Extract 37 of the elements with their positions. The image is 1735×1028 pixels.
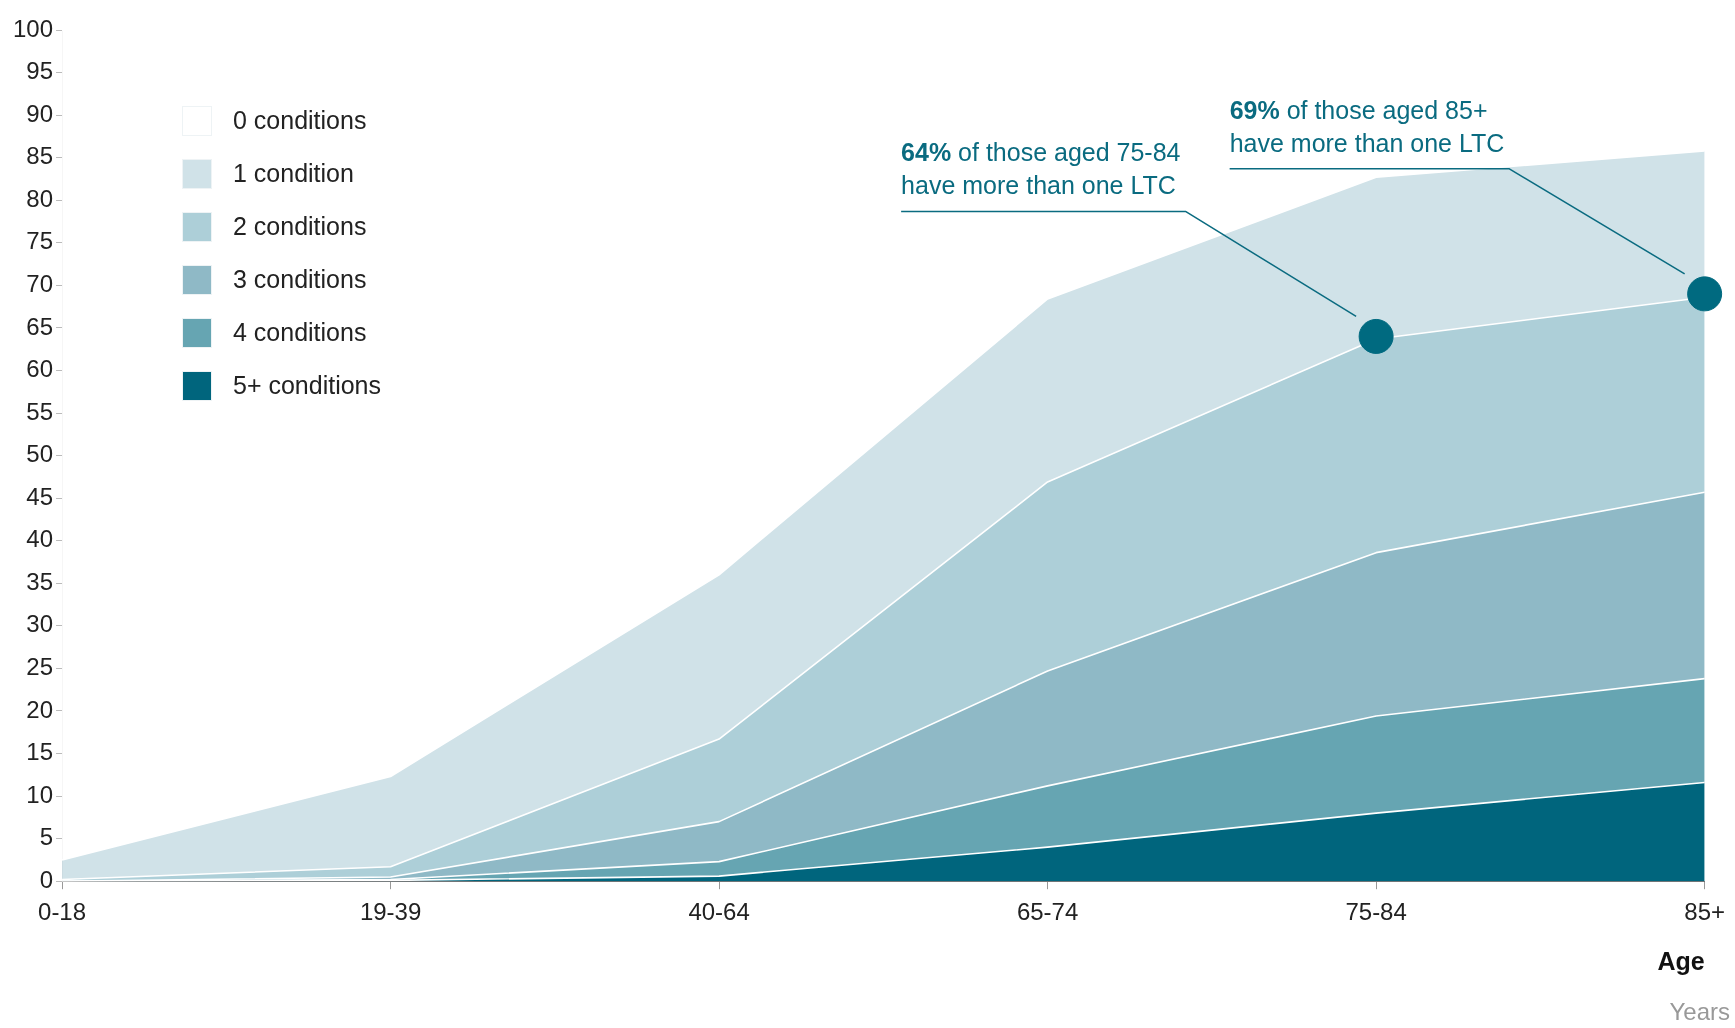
y-tick-label: 30 bbox=[26, 610, 54, 638]
y-tick-label: 80 bbox=[26, 184, 54, 212]
legend-label: 4 conditions bbox=[233, 318, 367, 347]
legend-label: 5+ conditions bbox=[233, 371, 382, 400]
x-tick-label: 75-84 bbox=[1345, 898, 1407, 926]
annotation: 64% of those aged 75-84 have more than one LTC bbox=[901, 138, 1181, 200]
x-axis-title: Age bbox=[1657, 946, 1705, 975]
y-tick-label: 40 bbox=[26, 525, 54, 553]
legend-label: 3 conditions bbox=[233, 265, 367, 294]
y-tick-label: 95 bbox=[26, 57, 54, 85]
y-tick-label: 10 bbox=[26, 780, 54, 808]
y-tick-label: 15 bbox=[26, 738, 54, 766]
series-label: 0 conditions bbox=[233, 106, 367, 135]
x-tick-label: 19-39 bbox=[359, 898, 422, 926]
x-tick-label: 85+ bbox=[1684, 898, 1725, 926]
y-tick-label: 100 bbox=[13, 14, 54, 42]
y-tick-label: 75 bbox=[26, 227, 54, 255]
y-tick-label: 50 bbox=[26, 440, 54, 468]
y-tick-label: 70 bbox=[26, 269, 54, 297]
text: Years bbox=[1669, 998, 1730, 1025]
legend-label: 2 conditions bbox=[233, 212, 367, 241]
legend-label: 1 condition bbox=[233, 159, 354, 188]
y-tick-label: 45 bbox=[26, 482, 54, 510]
x-tick-label: 0-18 bbox=[38, 898, 87, 926]
y-tick-label: 65 bbox=[26, 312, 54, 340]
y-tick-label: 55 bbox=[26, 397, 54, 425]
x-tick-label: 65-74 bbox=[1016, 898, 1079, 926]
y-tick-label: 5 bbox=[39, 823, 54, 851]
x-tick-label: 40-64 bbox=[688, 898, 750, 926]
y-tick-label: 0 bbox=[39, 865, 54, 893]
y-tick-label: 25 bbox=[26, 653, 54, 681]
y-tick-label: 60 bbox=[26, 355, 54, 383]
annotation: 69% of those aged 85+ have more than one LTC bbox=[1229, 95, 1505, 157]
y-tick-label: 85 bbox=[26, 142, 54, 170]
y-tick-label: 20 bbox=[26, 695, 54, 723]
y-tick-label: 90 bbox=[26, 99, 54, 127]
y-tick-label: 35 bbox=[26, 567, 54, 595]
